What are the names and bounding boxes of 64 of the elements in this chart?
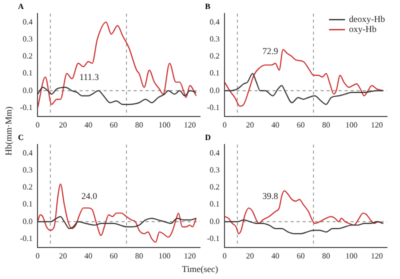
- y-tick-label: 0.0: [22, 86, 33, 95]
- y-tick-label: -0.1: [20, 234, 33, 243]
- y-tick-label: -0.1: [206, 234, 220, 243]
- legend-label: oxy-Hb: [349, 24, 378, 34]
- x-tick-label: 100: [345, 251, 358, 260]
- x-tick-label: 40: [271, 251, 280, 260]
- y-tick-label: 0.3: [210, 165, 220, 174]
- x-tick-label: 20: [246, 120, 254, 130]
- x-tick-label: 120: [184, 120, 196, 130]
- x-tick-label: 120: [184, 251, 196, 260]
- y-tick-label: -0.1: [20, 102, 33, 112]
- y-tick-label: 0.3: [22, 34, 33, 44]
- y-tick-label: 0.2: [22, 52, 33, 61]
- y-tick-label: 0.2: [210, 52, 220, 61]
- y-tick-label: 0.4: [210, 17, 220, 26]
- chart-title: A: [18, 2, 24, 11]
- y-tick-label: 0.0: [210, 216, 220, 226]
- x-tick-label: 0: [222, 120, 227, 130]
- x-tick-label: 0: [36, 251, 40, 260]
- y-tick-label: 0.3: [210, 34, 220, 44]
- y-tick-label: 0.1: [210, 200, 220, 209]
- x-tick-label: 80: [322, 251, 330, 260]
- x-tick-label: 80: [135, 120, 144, 130]
- y-tick-label: 0.1: [22, 200, 33, 209]
- annotation: 72.9: [262, 46, 279, 56]
- x-tick-label: 60: [296, 120, 305, 130]
- chart-title: B: [205, 2, 211, 11]
- y-tick-label: 0.4: [22, 148, 33, 158]
- x-tick-label: 80: [135, 251, 144, 260]
- x-tick-label: 20: [246, 251, 254, 260]
- y-tick-label: 0.2: [210, 182, 220, 192]
- x-tick-label: 40: [84, 251, 92, 260]
- y-tick-label: 0.0: [210, 86, 220, 95]
- x-tick-label: 100: [158, 251, 170, 260]
- y-tick-label: 0.0: [22, 216, 33, 226]
- x-tick-label: 40: [271, 120, 280, 130]
- x-axis-title: Time(sec): [180, 264, 220, 274]
- x-tick-label: 40: [84, 120, 92, 130]
- annotation: 24.0: [81, 190, 98, 201]
- x-tick-label: 100: [345, 120, 358, 130]
- annotation: 39.8: [262, 190, 279, 201]
- annotation: 111.3: [79, 72, 100, 82]
- x-tick-label: 100: [158, 120, 170, 130]
- x-tick-label: 60: [110, 120, 118, 130]
- legend-label: deoxy-Hb: [349, 14, 386, 24]
- x-tick-label: 120: [370, 120, 383, 130]
- chart-title: D: [205, 132, 211, 142]
- x-tick-label: 0: [36, 120, 40, 130]
- x-tick-label: 20: [59, 120, 68, 130]
- chart-title: C: [18, 132, 24, 142]
- y-tick-label: 0.1: [210, 68, 220, 78]
- x-tick-label: 20: [59, 251, 68, 260]
- x-tick-label: 60: [296, 251, 305, 260]
- y-tick-label: 0.3: [22, 165, 33, 174]
- y-tick-label: 0.1: [22, 68, 33, 78]
- y-tick-label: -0.1: [206, 102, 220, 112]
- y-tick-label: 0.4: [22, 17, 33, 26]
- x-tick-label: 120: [370, 251, 383, 260]
- x-tick-label: 60: [110, 251, 118, 260]
- y-axis-title: Hb(mm·Mm): [3, 106, 13, 156]
- y-tick-label: 0.2: [22, 182, 33, 192]
- x-tick-label: 80: [322, 120, 330, 130]
- y-tick-label: 0.4: [210, 148, 220, 158]
- x-tick-label: 0: [222, 251, 227, 260]
